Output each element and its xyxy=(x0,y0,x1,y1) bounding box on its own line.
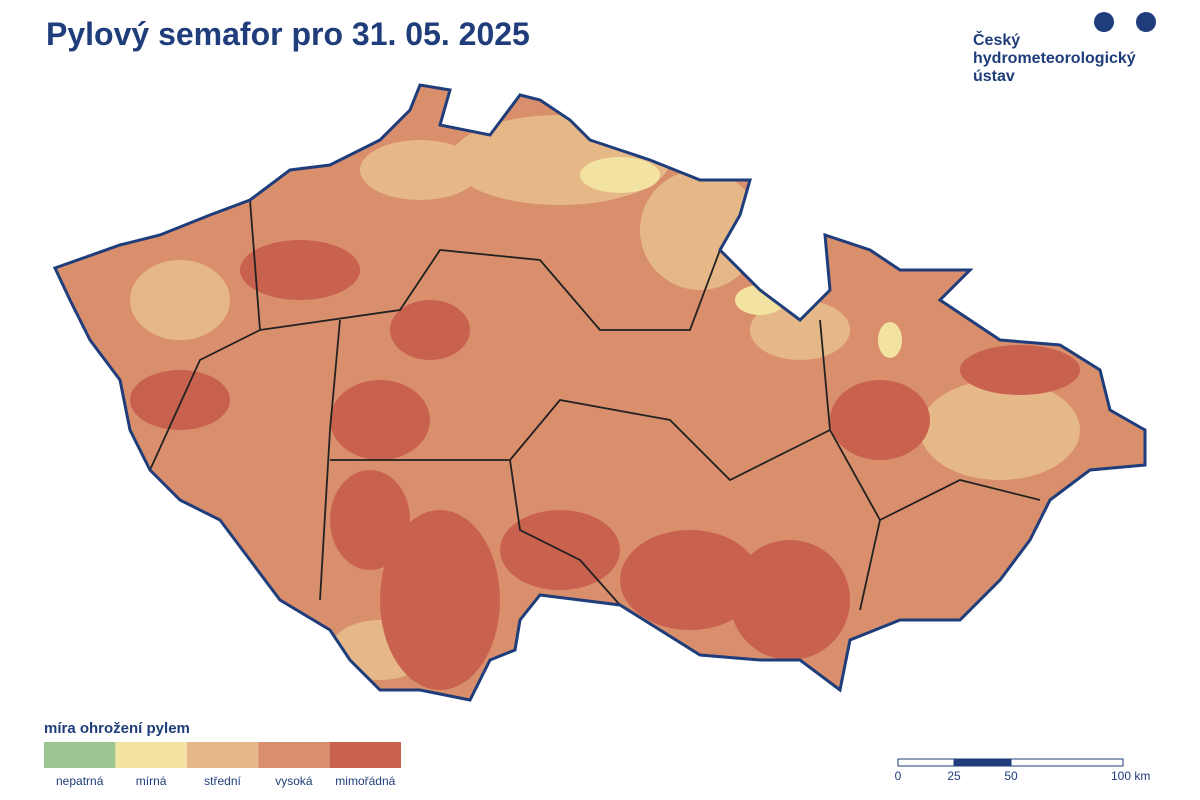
logo-text: ústav xyxy=(973,68,1015,85)
scale-label: 100 km xyxy=(1111,769,1150,783)
logo-dot xyxy=(1094,12,1114,32)
title: Pylový semafor pro 31. 05. 2025 xyxy=(46,16,530,52)
logo-text: hydrometeorologický xyxy=(973,50,1136,67)
scale-segment xyxy=(1010,758,1124,767)
legend-swatch xyxy=(115,742,187,768)
scale-segment xyxy=(953,758,1012,767)
logo: Český hydrometeorologický ústav xyxy=(973,12,1156,85)
legend-title: míra ohrožení pylem xyxy=(44,720,190,737)
scale-label: 25 xyxy=(947,769,961,783)
low-zones xyxy=(580,157,902,358)
legend-label: vysoká xyxy=(275,774,313,788)
legend-label: mimořádná xyxy=(335,774,395,788)
extreme-zones xyxy=(130,240,1080,690)
legend-label: nepatrná xyxy=(56,774,104,788)
legend-label: mírná xyxy=(136,774,167,788)
legend-label: střední xyxy=(204,774,241,788)
legend-swatch xyxy=(44,742,116,768)
map xyxy=(55,85,1145,700)
scale-bar: 0 25 50 100 km xyxy=(895,758,1150,783)
legend-swatch xyxy=(186,742,259,768)
legend-swatch xyxy=(258,742,330,768)
scale-label: 50 xyxy=(1004,769,1018,783)
scale-segment xyxy=(897,758,955,767)
legend: nepatrná mírná střední vysoká mimořádná xyxy=(44,742,401,788)
legend-swatch xyxy=(329,742,401,768)
logo-dot xyxy=(1136,12,1156,32)
region-borders xyxy=(149,199,1041,611)
logo-text: Český xyxy=(973,30,1020,49)
scale-label: 0 xyxy=(895,769,902,783)
